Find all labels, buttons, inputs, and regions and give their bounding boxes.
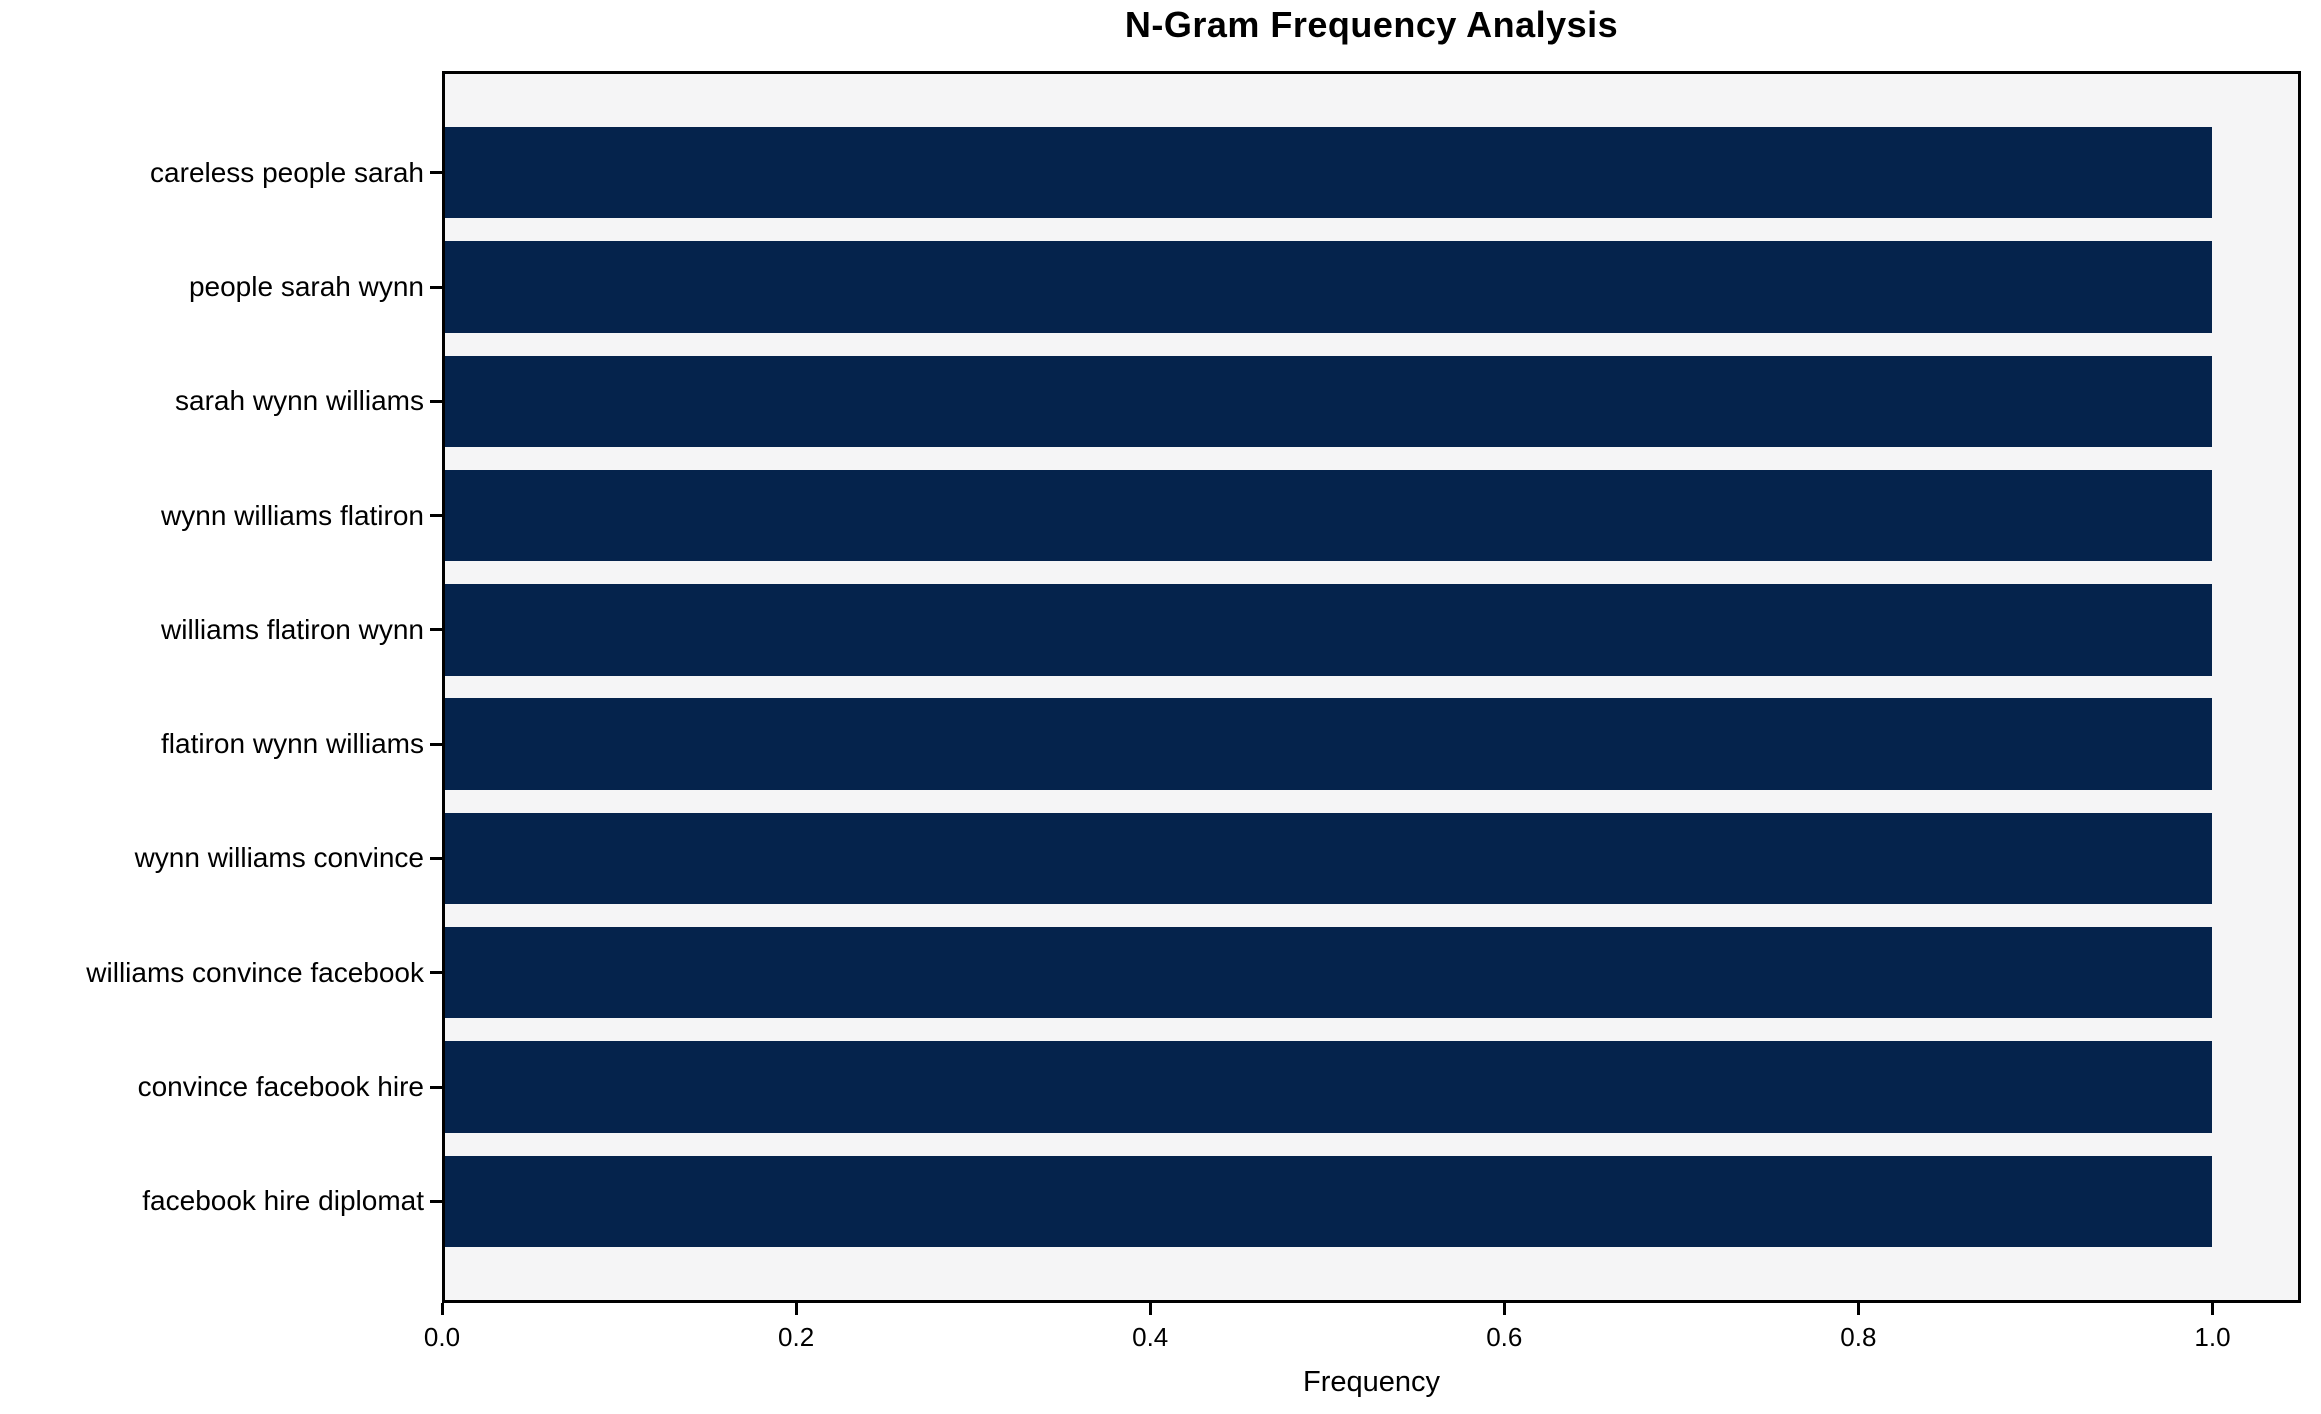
x-tick-mark: [794, 1303, 798, 1315]
y-tick-mark: [430, 514, 442, 518]
x-tick-mark: [1856, 1303, 1860, 1315]
y-tick-mark: [430, 171, 442, 175]
x-tick-label: 0.2: [778, 1322, 815, 1352]
y-tick-label: facebook hire diplomat: [142, 1185, 424, 1217]
x-axis-label: Frequency: [1302, 1366, 1440, 1398]
y-tick-mark: [430, 285, 442, 289]
y-tick-mark: [430, 742, 442, 746]
bar: [445, 927, 2213, 1019]
x-tick-label: 0.0: [423, 1322, 461, 1352]
y-tick-label: flatiron wynn williams: [161, 728, 424, 760]
bar: [445, 584, 2213, 676]
y-tick-label: convince facebook hire: [137, 1071, 424, 1102]
y-tick-label: people sarah wynn: [188, 271, 424, 302]
bar: [445, 1041, 2213, 1133]
bar: [445, 469, 2213, 562]
bar: [445, 355, 2213, 447]
y-tick-label: williams convince facebook: [86, 956, 424, 988]
y-tick-mark: [430, 856, 442, 860]
x-tick-mark: [1148, 1303, 1152, 1315]
x-tick-label: 0.6: [1486, 1322, 1523, 1352]
bar: [445, 812, 2213, 905]
y-tick-mark: [430, 1085, 442, 1089]
bar: [445, 241, 2213, 333]
y-tick-label: sarah wynn williams: [175, 385, 424, 417]
bar: [445, 127, 2213, 219]
x-tick-label: 1.0: [2194, 1322, 2231, 1352]
bar: [445, 1155, 2213, 1247]
y-tick-mark: [430, 628, 442, 632]
x-tick-label: 0.8: [1840, 1322, 1877, 1352]
y-tick-mark: [430, 399, 442, 403]
y-tick-mark: [430, 1199, 442, 1203]
y-tick-label: williams flatiron wynn: [161, 613, 424, 645]
x-tick-mark: [2210, 1303, 2214, 1315]
bar: [445, 698, 2213, 790]
y-tick-label: careless people sarah: [150, 156, 424, 188]
x-tick-label: 0.4: [1132, 1322, 1169, 1352]
y-tick-label: wynn williams flatiron: [161, 499, 424, 531]
y-tick-mark: [430, 971, 442, 975]
x-tick-mark: [1502, 1303, 1506, 1315]
y-tick-label: wynn williams convince: [134, 842, 424, 874]
x-tick-mark: [440, 1303, 444, 1315]
chart-title: N-Gram Frequency Analysis: [1124, 4, 1619, 45]
